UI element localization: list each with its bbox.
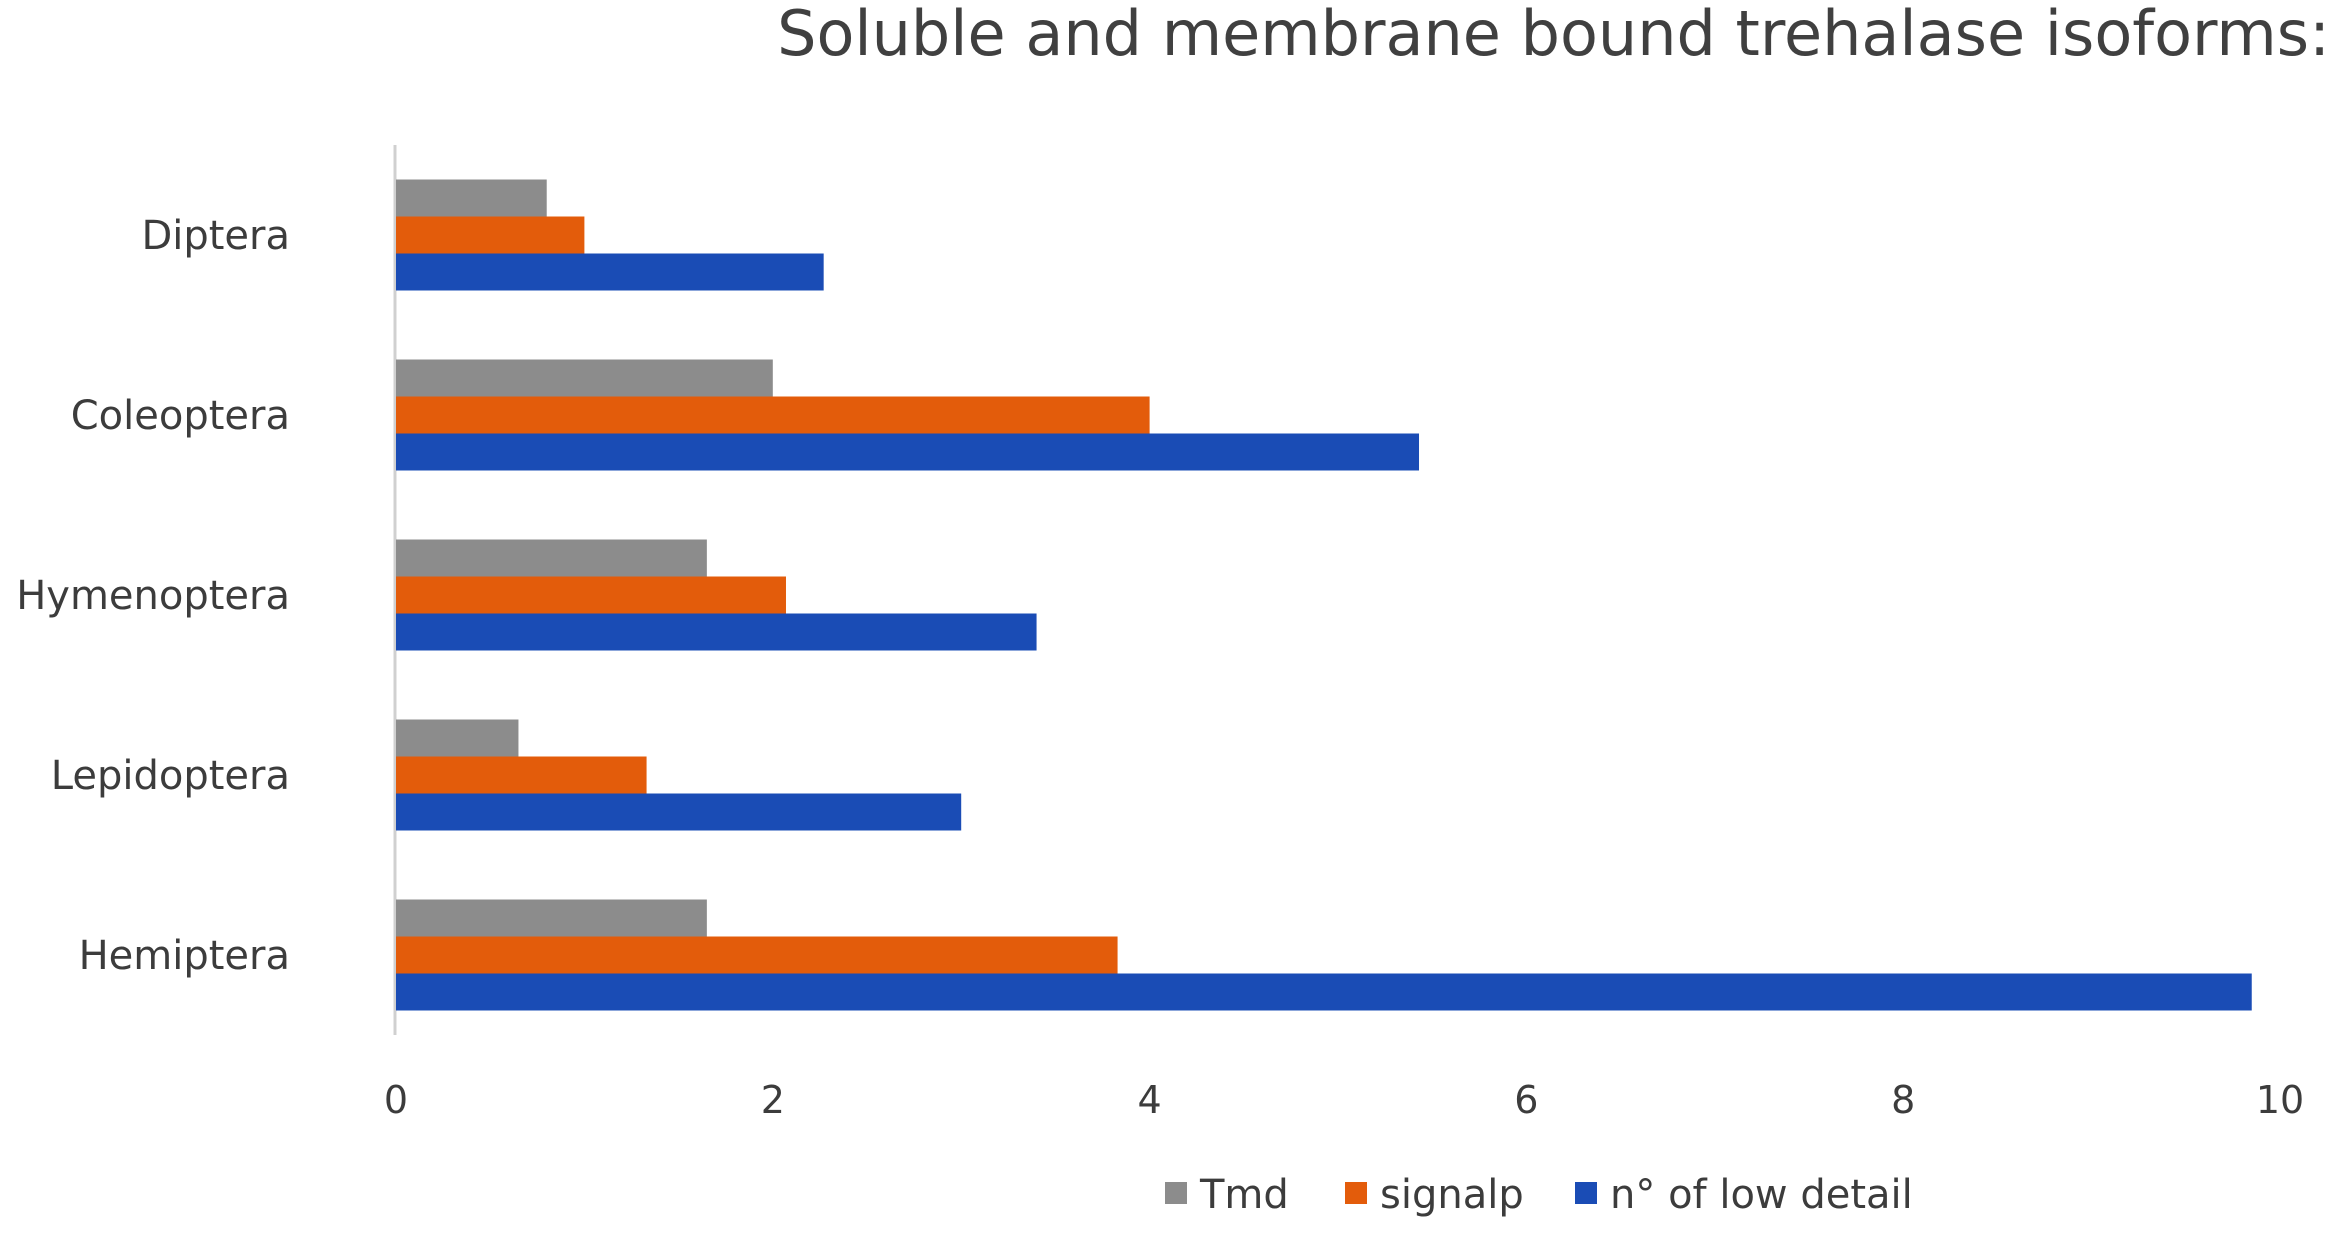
bar-hemiptera-series-0	[396, 899, 707, 937]
x-tick-label: 2	[761, 1078, 785, 1122]
category-label-diptera: Diptera	[141, 213, 290, 259]
chart-title: Soluble and membrane bound trehalase iso…	[777, 0, 2330, 70]
x-tick-label: 0	[384, 1078, 408, 1122]
category-label-hemiptera: Hemiptera	[79, 933, 290, 979]
bar-lepidoptera-series-1	[396, 756, 647, 794]
bar-coleoptera-series-0	[396, 359, 773, 397]
bar-hymenoptera-series-0	[396, 539, 707, 577]
x-tick-label: 8	[1891, 1078, 1915, 1122]
bar-lepidoptera-series-0	[396, 719, 519, 757]
x-tick-label: 6	[1514, 1078, 1538, 1122]
legend-swatch-0	[1165, 1182, 1187, 1204]
bar-diptera-series-2	[396, 253, 824, 291]
legend-swatch-1	[1345, 1182, 1367, 1204]
bar-diptera-series-0	[396, 179, 547, 217]
legend-label-1: signalp	[1380, 1172, 1524, 1218]
category-label-coleoptera: Coleoptera	[71, 393, 290, 439]
bar-lepidoptera-series-2	[396, 793, 962, 831]
bar-coleoptera-series-1	[396, 396, 1150, 434]
category-labels: Diptera Coleoptera Hymenoptera Lepidoptera H…	[16, 213, 290, 979]
legend-label-2: n° of low detail	[1610, 1172, 1913, 1218]
bar-hymenoptera-series-2	[396, 613, 1037, 651]
bar-diptera-series-1	[396, 216, 585, 254]
category-label-lepidoptera: Lepidoptera	[51, 753, 290, 799]
x-tick-labels: 0 2 4 6 8 10	[384, 1078, 2304, 1122]
bar-hymenoptera-series-1	[396, 576, 786, 614]
x-tick-label: 10	[2256, 1078, 2304, 1122]
legend-label-0: Tmd	[1199, 1172, 1289, 1218]
category-label-hymenoptera: Hymenoptera	[16, 573, 290, 619]
bar-hemiptera-series-1	[396, 936, 1118, 974]
legend-swatch-2	[1575, 1182, 1597, 1204]
x-tick-label: 4	[1138, 1078, 1162, 1122]
bar-coleoptera-series-2	[396, 433, 1420, 471]
bar-hemiptera-series-2	[396, 973, 2252, 1011]
bars-layer	[396, 179, 2252, 1011]
legend: Tmd signalp n° of low detail	[1165, 1172, 1913, 1218]
